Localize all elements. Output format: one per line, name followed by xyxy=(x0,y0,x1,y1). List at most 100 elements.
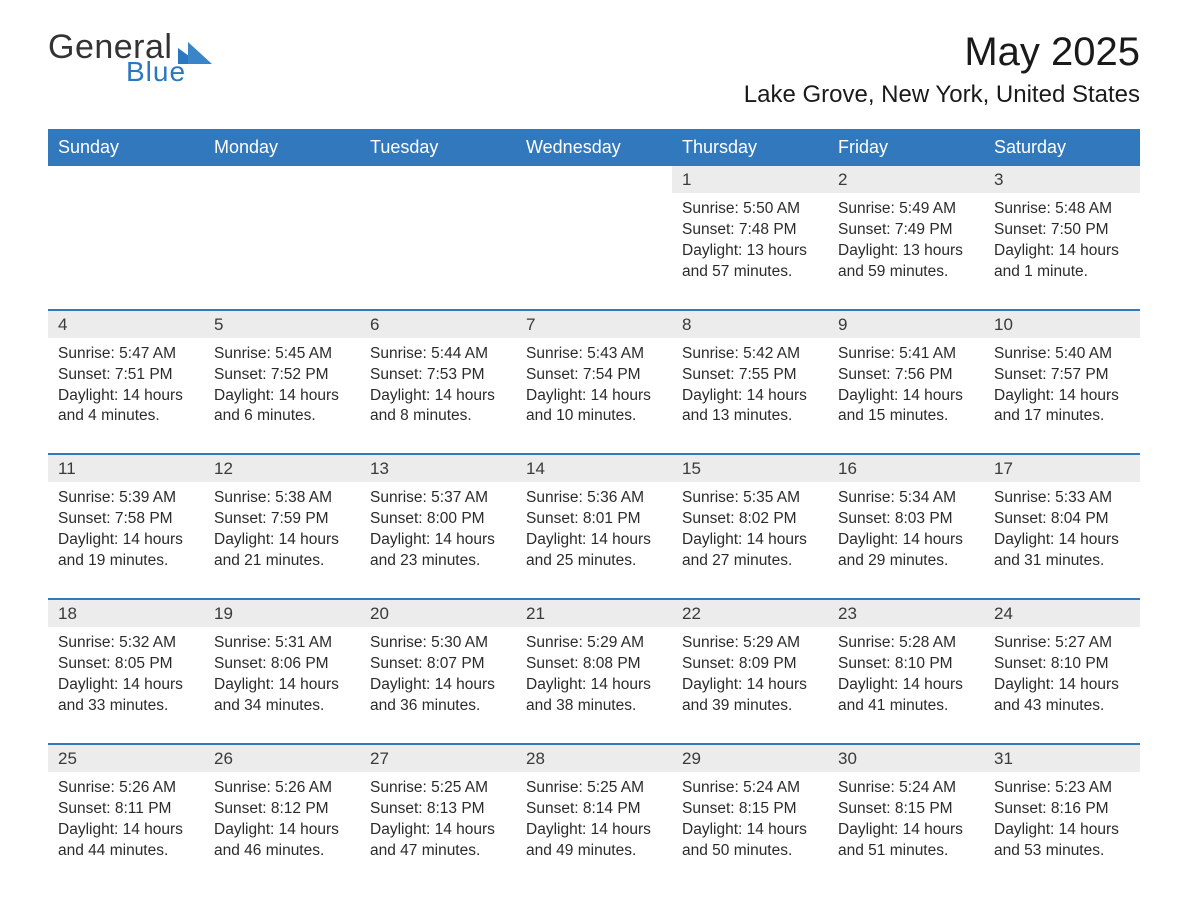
sunrise-line: Sunrise: 5:26 AM xyxy=(58,778,194,799)
empty-cell xyxy=(48,193,204,310)
sunset-line: Sunset: 8:09 PM xyxy=(682,654,818,675)
day-detail-cell: Sunrise: 5:31 AMSunset: 8:06 PMDaylight:… xyxy=(204,627,360,744)
day-detail-cell: Sunrise: 5:47 AMSunset: 7:51 PMDaylight:… xyxy=(48,338,204,455)
daylight-line: Daylight: 14 hours and 13 minutes. xyxy=(682,386,818,428)
sunrise-line: Sunrise: 5:32 AM xyxy=(58,633,194,654)
sunrise-line: Sunrise: 5:25 AM xyxy=(370,778,506,799)
day-number-cell: 2 xyxy=(828,166,984,193)
sunset-line: Sunset: 7:50 PM xyxy=(994,220,1130,241)
sunrise-line: Sunrise: 5:43 AM xyxy=(526,344,662,365)
day-detail-cell: Sunrise: 5:43 AMSunset: 7:54 PMDaylight:… xyxy=(516,338,672,455)
sunset-line: Sunset: 8:08 PM xyxy=(526,654,662,675)
sunset-line: Sunset: 8:04 PM xyxy=(994,509,1130,530)
daylight-line: Daylight: 14 hours and 34 minutes. xyxy=(214,675,350,717)
sunset-line: Sunset: 8:16 PM xyxy=(994,799,1130,820)
sunset-line: Sunset: 7:51 PM xyxy=(58,365,194,386)
daylight-line: Daylight: 14 hours and 36 minutes. xyxy=(370,675,506,717)
sunrise-line: Sunrise: 5:39 AM xyxy=(58,488,194,509)
weekday-header: Friday xyxy=(828,129,984,166)
month-title: May 2025 xyxy=(744,30,1140,75)
sunrise-line: Sunrise: 5:29 AM xyxy=(682,633,818,654)
day-detail-cell: Sunrise: 5:33 AMSunset: 8:04 PMDaylight:… xyxy=(984,482,1140,599)
weekday-header-row: SundayMondayTuesdayWednesdayThursdayFrid… xyxy=(48,129,1140,166)
empty-cell xyxy=(360,166,516,193)
sunrise-line: Sunrise: 5:42 AM xyxy=(682,344,818,365)
day-number-cell: 31 xyxy=(984,744,1140,772)
sunset-line: Sunset: 7:48 PM xyxy=(682,220,818,241)
sunrise-line: Sunrise: 5:41 AM xyxy=(838,344,974,365)
day-detail-cell: Sunrise: 5:49 AMSunset: 7:49 PMDaylight:… xyxy=(828,193,984,310)
day-detail-cell: Sunrise: 5:32 AMSunset: 8:05 PMDaylight:… xyxy=(48,627,204,744)
day-number-cell: 7 xyxy=(516,310,672,338)
week-daynum-row: 18192021222324 xyxy=(48,599,1140,627)
sunset-line: Sunset: 8:00 PM xyxy=(370,509,506,530)
sunset-line: Sunset: 8:13 PM xyxy=(370,799,506,820)
daylight-line: Daylight: 14 hours and 33 minutes. xyxy=(58,675,194,717)
sunset-line: Sunset: 7:58 PM xyxy=(58,509,194,530)
location-subtitle: Lake Grove, New York, United States xyxy=(744,81,1140,109)
day-number-cell: 29 xyxy=(672,744,828,772)
sunset-line: Sunset: 8:01 PM xyxy=(526,509,662,530)
day-detail-cell: Sunrise: 5:28 AMSunset: 8:10 PMDaylight:… xyxy=(828,627,984,744)
week-daynum-row: 11121314151617 xyxy=(48,454,1140,482)
daylight-line: Daylight: 14 hours and 31 minutes. xyxy=(994,530,1130,572)
sunrise-line: Sunrise: 5:24 AM xyxy=(682,778,818,799)
day-detail-cell: Sunrise: 5:26 AMSunset: 8:11 PMDaylight:… xyxy=(48,772,204,888)
title-block: May 2025 Lake Grove, New York, United St… xyxy=(744,30,1140,123)
daylight-line: Daylight: 14 hours and 53 minutes. xyxy=(994,820,1130,862)
week-detail-row: Sunrise: 5:26 AMSunset: 8:11 PMDaylight:… xyxy=(48,772,1140,888)
daylight-line: Daylight: 14 hours and 29 minutes. xyxy=(838,530,974,572)
day-detail-cell: Sunrise: 5:30 AMSunset: 8:07 PMDaylight:… xyxy=(360,627,516,744)
sunrise-line: Sunrise: 5:27 AM xyxy=(994,633,1130,654)
day-number-cell: 27 xyxy=(360,744,516,772)
day-detail-cell: Sunrise: 5:24 AMSunset: 8:15 PMDaylight:… xyxy=(828,772,984,888)
day-number-cell: 20 xyxy=(360,599,516,627)
calendar-table: SundayMondayTuesdayWednesdayThursdayFrid… xyxy=(48,129,1140,887)
day-detail-cell: Sunrise: 5:24 AMSunset: 8:15 PMDaylight:… xyxy=(672,772,828,888)
daylight-line: Daylight: 14 hours and 51 minutes. xyxy=(838,820,974,862)
sunset-line: Sunset: 8:15 PM xyxy=(838,799,974,820)
week-detail-row: Sunrise: 5:39 AMSunset: 7:58 PMDaylight:… xyxy=(48,482,1140,599)
day-number-cell: 8 xyxy=(672,310,828,338)
day-number-cell: 3 xyxy=(984,166,1140,193)
sunrise-line: Sunrise: 5:26 AM xyxy=(214,778,350,799)
sunrise-line: Sunrise: 5:23 AM xyxy=(994,778,1130,799)
daylight-line: Daylight: 14 hours and 10 minutes. xyxy=(526,386,662,428)
day-detail-cell: Sunrise: 5:25 AMSunset: 8:13 PMDaylight:… xyxy=(360,772,516,888)
week-daynum-row: 45678910 xyxy=(48,310,1140,338)
daylight-line: Daylight: 14 hours and 23 minutes. xyxy=(370,530,506,572)
daylight-line: Daylight: 14 hours and 19 minutes. xyxy=(58,530,194,572)
sunrise-line: Sunrise: 5:29 AM xyxy=(526,633,662,654)
daylight-line: Daylight: 14 hours and 47 minutes. xyxy=(370,820,506,862)
day-detail-cell: Sunrise: 5:45 AMSunset: 7:52 PMDaylight:… xyxy=(204,338,360,455)
week-detail-row: Sunrise: 5:50 AMSunset: 7:48 PMDaylight:… xyxy=(48,193,1140,310)
day-number-cell: 22 xyxy=(672,599,828,627)
sunset-line: Sunset: 7:49 PM xyxy=(838,220,974,241)
day-number-cell: 17 xyxy=(984,454,1140,482)
daylight-line: Daylight: 14 hours and 27 minutes. xyxy=(682,530,818,572)
day-number-cell: 1 xyxy=(672,166,828,193)
daylight-line: Daylight: 14 hours and 4 minutes. xyxy=(58,386,194,428)
day-detail-cell: Sunrise: 5:38 AMSunset: 7:59 PMDaylight:… xyxy=(204,482,360,599)
day-number-cell: 15 xyxy=(672,454,828,482)
sunrise-line: Sunrise: 5:35 AM xyxy=(682,488,818,509)
brand-logo: General Blue xyxy=(48,30,212,86)
sunset-line: Sunset: 7:53 PM xyxy=(370,365,506,386)
day-detail-cell: Sunrise: 5:23 AMSunset: 8:16 PMDaylight:… xyxy=(984,772,1140,888)
daylight-line: Daylight: 14 hours and 1 minute. xyxy=(994,241,1130,283)
sunset-line: Sunset: 7:56 PM xyxy=(838,365,974,386)
sunset-line: Sunset: 8:06 PM xyxy=(214,654,350,675)
day-detail-cell: Sunrise: 5:27 AMSunset: 8:10 PMDaylight:… xyxy=(984,627,1140,744)
day-number-cell: 12 xyxy=(204,454,360,482)
sunrise-line: Sunrise: 5:40 AM xyxy=(994,344,1130,365)
day-number-cell: 25 xyxy=(48,744,204,772)
day-detail-cell: Sunrise: 5:26 AMSunset: 8:12 PMDaylight:… xyxy=(204,772,360,888)
day-detail-cell: Sunrise: 5:39 AMSunset: 7:58 PMDaylight:… xyxy=(48,482,204,599)
daylight-line: Daylight: 14 hours and 49 minutes. xyxy=(526,820,662,862)
weekday-header: Wednesday xyxy=(516,129,672,166)
daylight-line: Daylight: 14 hours and 17 minutes. xyxy=(994,386,1130,428)
day-detail-cell: Sunrise: 5:25 AMSunset: 8:14 PMDaylight:… xyxy=(516,772,672,888)
sunrise-line: Sunrise: 5:28 AM xyxy=(838,633,974,654)
week-daynum-row: 123 xyxy=(48,166,1140,193)
day-number-cell: 16 xyxy=(828,454,984,482)
